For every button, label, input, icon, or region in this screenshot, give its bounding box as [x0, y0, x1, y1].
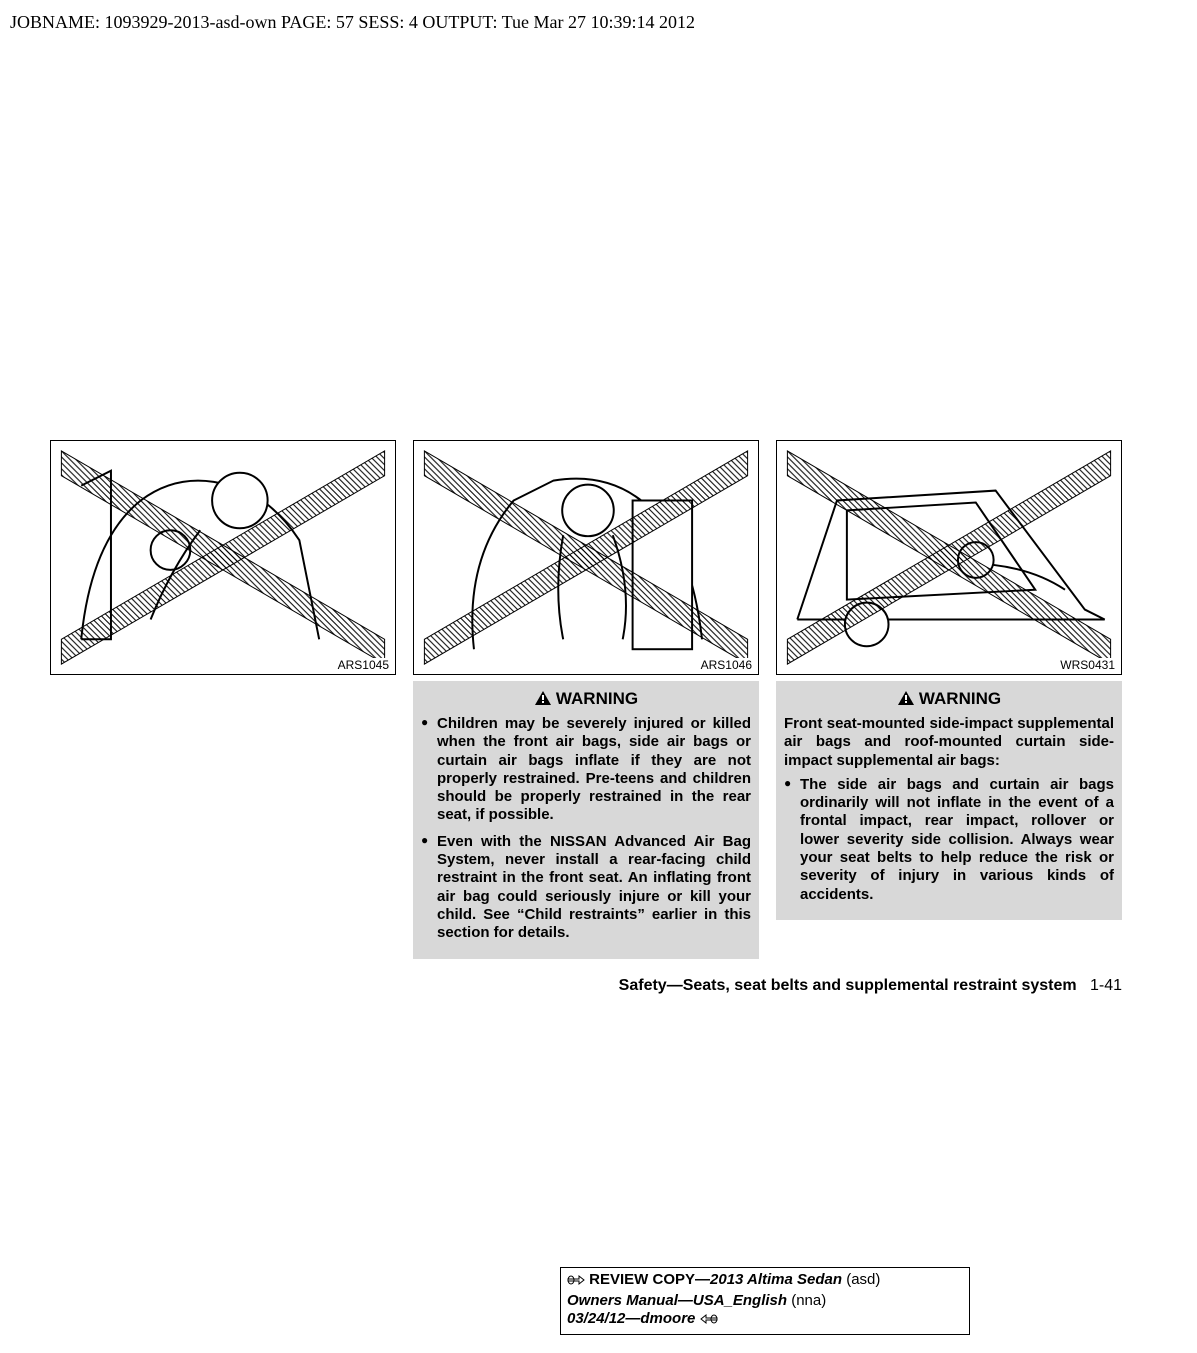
pointing-hand-icon — [567, 1272, 585, 1292]
warning-block-children: WARNING Children may be severely injured… — [413, 681, 759, 959]
illustration-box-1: ARS1045 — [50, 440, 396, 675]
jobname-header: JOBNAME: 1093929-2013-asd-own PAGE: 57 S… — [10, 12, 695, 33]
warning-list-side-airbags: The side air bags and curtain air bags o… — [784, 776, 1114, 904]
column-2: ARS1046 WARNING Children may be severely… — [413, 440, 759, 959]
column-3: WRS0431 WARNING Front seat-mounted side-… — [776, 440, 1122, 959]
figure-label-3: WRS0431 — [1060, 658, 1115, 672]
review-line-1: REVIEW COPY—2013 Altima Sedan (asd) — [567, 1271, 963, 1292]
section-footer: Safety—Seats, seat belts and supplementa… — [50, 977, 1122, 995]
pointing-hand-icon — [700, 1311, 718, 1331]
three-column-layout: ARS1045 — [50, 440, 1122, 959]
warning-triangle-icon — [897, 690, 915, 706]
warning-triangle-icon — [534, 690, 552, 706]
page-content: ARS1045 — [50, 440, 1122, 995]
warning-label-text: WARNING — [556, 689, 638, 708]
warning-header-1: WARNING — [421, 685, 751, 715]
illustration-child-on-lap — [51, 441, 395, 674]
illustration-box-3: WRS0431 — [776, 440, 1122, 675]
warning-block-side-airbags: WARNING Front seat-mounted side-impact s… — [776, 681, 1122, 920]
warning-bullet: Children may be severely injured or kill… — [421, 715, 751, 825]
illustration-leaning-out-window — [777, 441, 1121, 674]
review-copy-box: REVIEW COPY—2013 Altima Sedan (asd) Owne… — [560, 1267, 970, 1335]
review-italic: 03/24/12—dmoore — [567, 1310, 695, 1327]
warning-intro-side-airbags: Front seat-mounted side-impact supplemen… — [784, 715, 1114, 770]
review-bold: REVIEW COPY— — [589, 1271, 710, 1288]
column-1: ARS1045 — [50, 440, 396, 959]
warning-bullet: The side air bags and curtain air bags o… — [784, 776, 1114, 904]
warning-header-2: WARNING — [784, 685, 1114, 715]
page-number: 1-41 — [1090, 977, 1122, 994]
illustration-box-2: ARS1046 — [413, 440, 759, 675]
warning-list-children: Children may be severely injured or kill… — [421, 715, 751, 943]
illustration-child-front-seat — [414, 441, 758, 674]
review-plain: (nna) — [791, 1292, 826, 1309]
review-plain: (asd) — [846, 1271, 880, 1288]
review-italic: Owners Manual—USA_English — [567, 1292, 791, 1309]
figure-label-1: ARS1045 — [338, 658, 389, 672]
review-italic: 2013 Altima Sedan — [710, 1271, 846, 1288]
section-title: Safety—Seats, seat belts and supplementa… — [619, 977, 1077, 994]
warning-label-text: WARNING — [919, 689, 1001, 708]
figure-label-2: ARS1046 — [701, 658, 752, 672]
warning-bullet: Even with the NISSAN Advanced Air Bag Sy… — [421, 833, 751, 943]
review-line-3: 03/24/12—dmoore — [567, 1310, 963, 1331]
review-line-2: Owners Manual—USA_English (nna) — [567, 1292, 963, 1311]
